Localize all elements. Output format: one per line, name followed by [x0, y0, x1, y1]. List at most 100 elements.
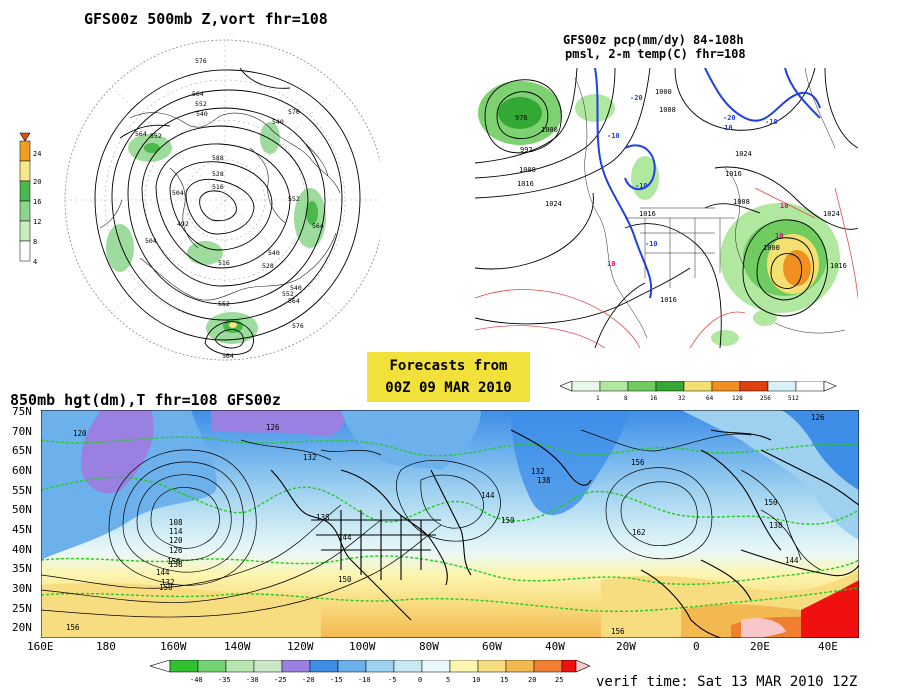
contour-label: 504 — [172, 189, 184, 197]
colorbar-850mb-label: 0 — [418, 676, 422, 684]
hgt-label: 138 — [169, 560, 183, 569]
colorbar-850mb-label: -30 — [246, 676, 259, 684]
contour-label: 516 — [218, 259, 230, 267]
hgt-label: 120 — [73, 429, 87, 438]
hgt-label: 162 — [632, 528, 646, 537]
colorbar-pcp: 1 8 16 32 64 128 256 512 — [560, 381, 837, 402]
contour-label: 552 — [150, 132, 162, 140]
hgt-label: 138 — [316, 513, 330, 522]
hgt-label: 144 — [156, 568, 170, 577]
hgt-label: 132 — [161, 578, 175, 587]
lat-tick-label: 35N — [12, 562, 32, 575]
pmsl-label: 1016 — [517, 180, 534, 188]
lon-tick-label: 140W — [224, 640, 251, 653]
panel-850mb-map: 120 126 132 138 144 150 156 108 114 120 … — [41, 410, 859, 638]
hgt-label: 108 — [169, 518, 183, 527]
hgt-label: 126 — [811, 413, 825, 422]
lon-tick-label: 180 — [96, 640, 116, 653]
panel-pcp-map: 976 992 1000 1008 1016 1024 1000 1008 10… — [475, 68, 858, 348]
colorbar-850mb-label: -35 — [218, 676, 231, 684]
contour-label: 540 — [272, 118, 284, 126]
lon-tick-label: 120W — [287, 640, 314, 653]
colorbar-850mb-label: 5 — [446, 676, 450, 684]
hgt-label: 144 — [481, 491, 495, 500]
contour-label: 528 — [262, 262, 274, 270]
hgt-label: 150 — [501, 516, 515, 525]
colorbar-850mb-label: 10 — [472, 676, 480, 684]
colorbar-pcp-label: 512 — [788, 395, 799, 402]
panel-500mb-map: 4 8 12 16 20 24 — [19, 39, 380, 361]
hgt-label: 156 — [631, 458, 645, 467]
temp-label: -10 — [720, 124, 733, 132]
colorbar-500mb-label: 12 — [33, 218, 41, 226]
lat-tick-label: 25N — [12, 602, 32, 615]
lon-tick-label: 160E — [27, 640, 54, 653]
polar-plot: 576 564 552 540 528 516 504 492 588 564 … — [64, 39, 380, 361]
contour-label: 552 — [282, 290, 294, 298]
lat-tick-label: 65N — [12, 444, 32, 457]
colorbar-850mb-label: 20 — [528, 676, 536, 684]
lat-tick-label: 50N — [12, 503, 32, 516]
pmsl-label: 1008 — [659, 106, 676, 114]
panel-pcp-title-line2: pmsl, 2-m temp(C) fhr=108 — [565, 47, 746, 61]
colorbar-pcp-label: 64 — [706, 395, 714, 402]
hgt-label: 150 — [159, 583, 173, 592]
lat-tick-label: 60N — [12, 464, 32, 477]
pmsl-label: 1016 — [830, 262, 847, 270]
colorbar-850mb-label: -5 — [388, 676, 396, 684]
hgt-label: 144 — [785, 556, 799, 565]
forecast-init-box: Forecasts from 00Z 09 MAR 2010 — [367, 352, 530, 402]
colorbar-850mb-label: -20 — [302, 676, 315, 684]
pmsl-label: 992 — [520, 146, 533, 154]
temp-label: 10 — [775, 232, 783, 240]
panel-500mb-title: GFS00z 500mb Z,vort fhr=108 — [84, 10, 328, 28]
contour-label: 492 — [177, 220, 189, 228]
lon-tick-label: 100W — [349, 640, 376, 653]
hgt-label: 132 — [531, 467, 545, 476]
pmsl-label: 1016 — [660, 296, 677, 304]
pmsl-label: 1000 — [655, 88, 672, 96]
lat-tick-label: 70N — [12, 425, 32, 438]
colorbar-pcp-label: 128 — [732, 395, 743, 402]
colorbar-pcp-label: 8 — [624, 395, 628, 402]
colorbar-500mb-label: 8 — [33, 238, 37, 246]
hgt-label: 126 — [169, 546, 183, 555]
colorbar-500mb-label: 20 — [33, 178, 41, 186]
pmsl-label: 1000 — [541, 126, 558, 134]
colorbar-850mb-label: -25 — [274, 676, 287, 684]
colorbar-pcp-label: 256 — [760, 395, 771, 402]
colorbar-850mb-label: 25 — [555, 676, 563, 684]
lat-tick-label: 55N — [12, 484, 32, 497]
colorbar-500mb: 4 8 12 16 20 24 — [19, 132, 41, 266]
pmsl-label: 976 — [515, 114, 528, 122]
colorbar-500mb-label: 16 — [33, 198, 41, 206]
panel-850mb-title: 850mb hgt(dm),T fhr=108 GFS00z — [10, 391, 281, 409]
contour-label: 564 — [192, 90, 204, 98]
lon-tick-label: 20E — [750, 640, 770, 653]
hgt-label: 156 — [66, 623, 80, 632]
lon-tick-label: 40W — [545, 640, 565, 653]
hgt-label: 126 — [266, 423, 280, 432]
lon-tick-label: 160W — [160, 640, 187, 653]
temp-label: -10 — [645, 240, 658, 248]
colorbar-850mb: -40 -35 -30 -25 -20 -15 -10 -5 0 5 10 15… — [150, 660, 590, 684]
pmsl-label: 1008 — [519, 166, 536, 174]
contour-label: 540 — [268, 249, 280, 257]
contour-label: 576 — [288, 108, 300, 116]
colorbar-500mb-label: 4 — [33, 258, 37, 266]
lon-tick-label: 60W — [482, 640, 502, 653]
contour-label: 588 — [212, 154, 224, 162]
contour-label: 552 — [218, 300, 230, 308]
colorbar-850mb-label: -15 — [330, 676, 343, 684]
contour-label: 564 — [135, 130, 147, 138]
hgt-label: 156 — [167, 557, 181, 566]
temp-label: -20 — [630, 94, 643, 102]
colorbar-500mb-label: 24 — [33, 150, 41, 158]
colorbar-pcp-label: 32 — [678, 395, 686, 402]
temp-label: -20 — [723, 114, 736, 122]
lon-tick-label: 40E — [818, 640, 838, 653]
colorbar-850mb-label: 15 — [500, 676, 508, 684]
contour-label: 576 — [195, 57, 207, 65]
hgt-label: 150 — [338, 575, 352, 584]
colorbar-850mb-label: -40 — [190, 676, 203, 684]
